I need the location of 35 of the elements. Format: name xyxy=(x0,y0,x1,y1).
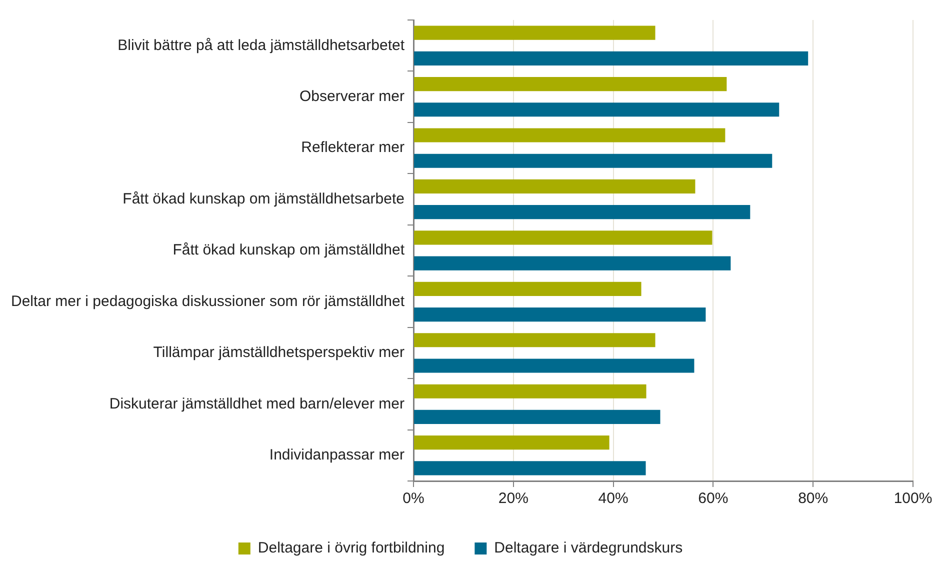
y-tick-label: Fått ökad kunskap om jämställdhet xyxy=(172,242,406,259)
bar xyxy=(414,128,726,142)
bar xyxy=(414,154,772,168)
x-tick-label: 20% xyxy=(498,490,528,508)
y-tick-label: Fått ökad kunskap om jämställdhetsarbete xyxy=(122,190,404,208)
bar xyxy=(414,205,750,220)
bar xyxy=(414,256,731,270)
y-tick-label: Reflekterar mer xyxy=(301,139,405,156)
bar xyxy=(414,358,694,373)
y-tick-label: Observerar mer xyxy=(299,88,404,105)
bar xyxy=(414,26,656,40)
bar xyxy=(414,333,656,348)
bar xyxy=(414,307,706,322)
bar xyxy=(414,282,642,296)
bar xyxy=(414,461,646,476)
legend-label: Deltagare i värdegrundskurs xyxy=(494,540,683,557)
y-tick-label: Tillämpar jämställdhetsperspektiv mer xyxy=(153,344,404,362)
bar xyxy=(414,230,712,245)
y-tick-label: Individanpassar mer xyxy=(269,446,404,464)
y-tick-label: Deltar mer i pedagogiska diskussioner som rör jämställdhet xyxy=(10,292,406,310)
x-tick-label: 60% xyxy=(698,490,728,508)
bar xyxy=(414,384,646,398)
y-tick-label: Blivit bättre på att leda jämställdhetsarbetet xyxy=(118,36,406,54)
x-tick-label: 80% xyxy=(798,490,828,508)
legend-label: Deltagare i övrig fortbildning xyxy=(258,540,445,557)
bar xyxy=(414,179,696,194)
bar xyxy=(414,51,808,66)
bar xyxy=(414,436,610,450)
bar xyxy=(414,76,727,92)
x-tick-label: 100% xyxy=(894,490,932,508)
y-tick-label: Diskuterar jämställdhet med barn/elever mer xyxy=(109,395,404,412)
x-tick-label: 0% xyxy=(402,490,424,508)
bar xyxy=(414,410,660,424)
x-tick-label: 40% xyxy=(598,490,628,508)
bar xyxy=(414,102,780,117)
